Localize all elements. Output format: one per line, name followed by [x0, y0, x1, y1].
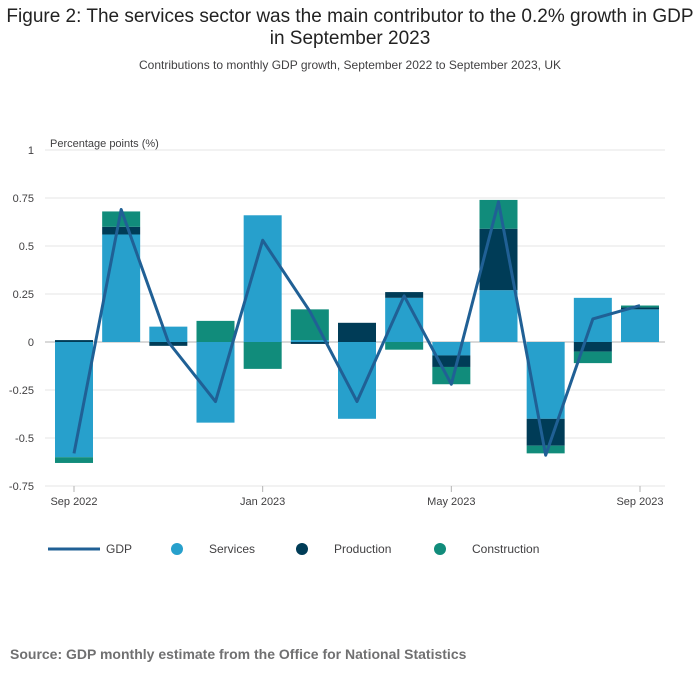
legend-label-construction: Construction: [472, 542, 539, 556]
gdp-line: [72, 200, 641, 457]
y-tick-label: 1: [28, 145, 34, 157]
bar-construction-3: [196, 320, 235, 342]
legend: GDP Services Production Construction: [48, 542, 539, 556]
bar-services-8: [432, 342, 471, 356]
bar-construction-0: [55, 457, 93, 463]
y-tick-label: 0: [28, 337, 34, 349]
bar-construction-11: [573, 351, 612, 364]
legend-swatch-services: [171, 543, 183, 555]
y-tick-label: -0.25: [9, 385, 34, 397]
bar-construction-1: [102, 211, 141, 227]
legend-label-gdp: GDP: [106, 542, 132, 556]
bar-production-6: [338, 322, 376, 342]
legend-label-production: Production: [334, 542, 391, 556]
y-tick-label: 0.25: [13, 289, 34, 301]
bar-production-9: [479, 228, 518, 291]
bar-services-2: [149, 326, 188, 342]
source-note: Source: GDP monthly estimate from the Of…: [10, 646, 467, 662]
bar-construction-8: [432, 366, 471, 385]
bar-construction-7: [385, 342, 424, 350]
bar-services-5: [290, 340, 329, 342]
y-tick-label: -0.75: [9, 481, 34, 493]
bars: [55, 199, 659, 463]
bar-services-4: [243, 215, 282, 342]
chart-subtitle: Contributions to monthly GDP growth, Sep…: [138, 58, 561, 72]
legend-label-services: Services: [209, 542, 255, 556]
bar-production-5: [290, 342, 329, 344]
chart-title: Figure 2: The services sector was the ma…: [6, 6, 694, 49]
bar-services-1: [102, 234, 141, 342]
bar-production-11: [573, 342, 612, 352]
x-tick-label: May 2023: [427, 496, 475, 508]
legend-swatch-construction: [434, 543, 446, 555]
bar-production-12: [621, 307, 659, 310]
bar-production-8: [432, 355, 471, 367]
bar-production-10: [526, 418, 565, 446]
bar-services-6: [338, 342, 376, 419]
bar-services-0: [55, 342, 93, 458]
y-axis-title: Percentage points (%): [50, 138, 159, 150]
bar-production-0: [55, 340, 93, 342]
bar-services-12: [621, 309, 659, 342]
y-tick-label: 0.5: [19, 241, 34, 253]
bar-services-9: [479, 290, 518, 342]
legend-swatch-production: [296, 543, 308, 555]
bar-construction-4: [243, 342, 282, 369]
y-axis-ticks: 1 0.75 0.5 0.25 0 -0.25 -0.5 -0.75: [9, 145, 34, 493]
x-tick-label: Jan 2023: [240, 496, 285, 508]
y-tick-label: -0.5: [15, 433, 34, 445]
gdp-contributions-chart: Percentage points (%) 1 0.75 0.5 0.25 0 -0.25…: [9, 138, 665, 556]
x-tick-label: Sep 2023: [616, 496, 663, 508]
x-axis-ticks: Sep 2022 Jan 2023 May 2023 Sep 2023: [50, 486, 664, 508]
gdp-line-layer: [72, 200, 641, 457]
bar-production-1: [102, 226, 141, 235]
y-tick-label: 0.75: [13, 193, 34, 205]
x-tick-label: Sep 2022: [50, 496, 97, 508]
